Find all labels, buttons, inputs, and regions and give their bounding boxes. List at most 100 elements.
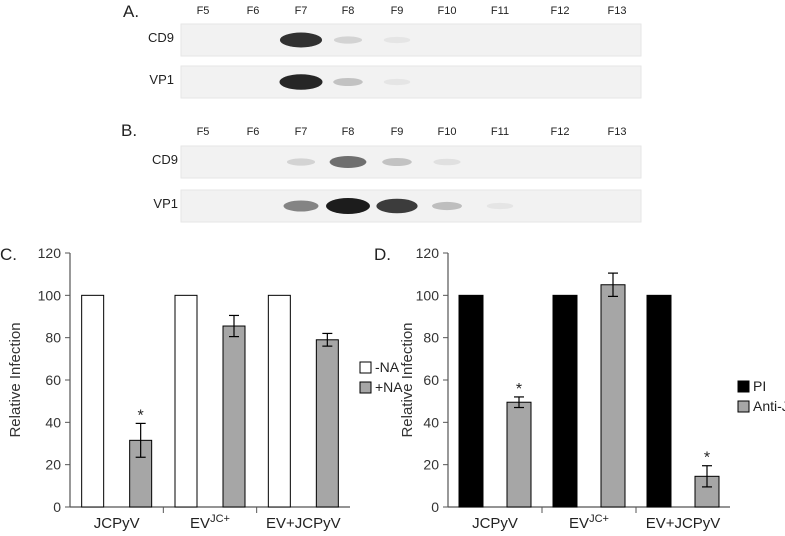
- x-category-label: EVJC+: [569, 513, 609, 532]
- y-tick-label: 120: [416, 245, 440, 261]
- x-category-sup: JC+: [210, 513, 230, 525]
- bar-pi: [458, 294, 484, 508]
- panel-label: D.: [374, 245, 391, 264]
- blot-band: [376, 198, 418, 214]
- bar-pi: [646, 294, 672, 508]
- x-category-label: EV+JCPyV: [646, 515, 721, 532]
- y-tick-label: 60: [423, 372, 439, 388]
- bar-na: [267, 294, 291, 508]
- row-label: VP1: [153, 196, 178, 211]
- fraction-label: F6: [247, 5, 260, 17]
- y-tick-label: 100: [38, 287, 62, 303]
- blot-panel-a: A. F5 F6 F7 F8 F9 F10 F11 F12 F13 CD9 VP1: [123, 2, 642, 99]
- legend-label: -NA: [375, 359, 400, 375]
- bar-na: [174, 294, 198, 508]
- x-category-main: EV: [569, 515, 589, 532]
- y-tick-label: 0: [53, 499, 61, 515]
- fraction-label: F11: [491, 126, 509, 138]
- fraction-label: F12: [551, 5, 570, 17]
- blot-strip: [180, 23, 642, 57]
- y-tick-label: 40: [423, 414, 439, 430]
- blot-band: [486, 202, 514, 210]
- blot-panel-b: B. F5 F6 F7 F8 F9 F10 F11 F12 F13 CD9 VP1: [121, 121, 642, 223]
- legend-label: Anti-JC: [753, 398, 785, 414]
- row-label: CD9: [152, 152, 178, 167]
- bar-na: [222, 325, 246, 508]
- fraction-label: F5: [197, 126, 210, 138]
- legend-label: PI: [753, 378, 766, 394]
- x-category-main: EV+JCPyV: [646, 515, 721, 532]
- blot-band: [382, 158, 412, 166]
- fraction-label: F12: [551, 126, 570, 138]
- y-tick-label: 100: [416, 287, 440, 303]
- y-axis-label: Relative Infection: [399, 322, 416, 437]
- y-tick-label: 20: [423, 457, 439, 473]
- x-category-sup: JC+: [589, 513, 609, 525]
- fraction-label: F13: [608, 5, 627, 17]
- fraction-label: F10: [438, 126, 457, 138]
- x-category-label: EVJC+: [190, 513, 230, 532]
- x-category-main: JCPyV: [94, 515, 140, 532]
- y-tick-label: 0: [431, 499, 439, 515]
- fraction-label: F9: [391, 126, 404, 138]
- x-category-label: EV+JCPyV: [266, 515, 341, 532]
- bar-na: [315, 339, 339, 508]
- row-label: CD9: [148, 30, 174, 45]
- y-tick-label: 80: [423, 330, 439, 346]
- legend-swatch: [737, 400, 750, 413]
- y-tick-label: 40: [45, 414, 61, 430]
- bar-chart-d: D. 0 20 40 60 80 100 120 Relative Infection JCPyV…: [374, 245, 785, 532]
- significance-asterisk: *: [138, 407, 144, 424]
- panel-label: A.: [123, 2, 139, 21]
- y-tick-label: 120: [38, 245, 62, 261]
- fraction-label: F7: [295, 126, 308, 138]
- x-category-label: JCPyV: [472, 515, 518, 532]
- blot-band: [279, 32, 323, 48]
- legend-label: +NA: [375, 379, 403, 395]
- panel-label: C.: [0, 245, 17, 264]
- blot-band: [383, 36, 411, 44]
- blot-band: [432, 201, 462, 211]
- y-tick-label: 20: [45, 457, 61, 473]
- blot-band: [383, 78, 411, 86]
- blot-band: [286, 158, 316, 166]
- x-category-main: JCPyV: [472, 515, 518, 532]
- bar-pi: [552, 294, 578, 508]
- blot-band: [326, 198, 370, 214]
- fraction-label: F6: [247, 126, 260, 138]
- fraction-label: F8: [342, 5, 355, 17]
- bar-anti-jc: [600, 284, 626, 508]
- bar-chart-c: C. 0 20 40 60 80 100 120 Relative Infection JCPyV…: [0, 245, 403, 532]
- blot-band: [279, 74, 323, 90]
- blot-strip: [180, 65, 642, 99]
- western-blot-panels: A. F5 F6 F7 F8 F9 F10 F11 F12 F13 CD9 VP1 B. F5 F6 F7 F8…: [121, 2, 642, 223]
- x-category-main: EV+JCPyV: [266, 515, 341, 532]
- significance-asterisk: *: [516, 381, 522, 398]
- bar-anti-jc: [506, 401, 532, 508]
- x-category-label: JCPyV: [94, 515, 140, 532]
- fraction-label: F7: [295, 5, 308, 17]
- y-tick-label: 60: [45, 372, 61, 388]
- panel-label: B.: [121, 121, 137, 140]
- x-category-main: EV: [190, 515, 210, 532]
- bar-na: [81, 294, 105, 508]
- y-axis-label: Relative Infection: [7, 322, 24, 437]
- blot-band: [333, 36, 363, 44]
- blot-band: [283, 200, 319, 212]
- legend-swatch: [359, 361, 372, 374]
- y-tick-label: 80: [45, 330, 61, 346]
- fraction-label: F5: [197, 5, 210, 17]
- fraction-label: F10: [438, 5, 457, 17]
- legend-swatch: [737, 380, 750, 393]
- fraction-label: F13: [608, 126, 627, 138]
- fraction-label: F9: [391, 5, 404, 17]
- blot-band: [333, 78, 363, 86]
- fraction-label: F8: [342, 126, 355, 138]
- legend-swatch: [359, 381, 372, 394]
- significance-asterisk: *: [704, 450, 710, 467]
- fraction-label: F11: [491, 5, 509, 17]
- row-label: VP1: [149, 72, 174, 87]
- blot-band: [329, 156, 367, 168]
- blot-band: [433, 158, 461, 166]
